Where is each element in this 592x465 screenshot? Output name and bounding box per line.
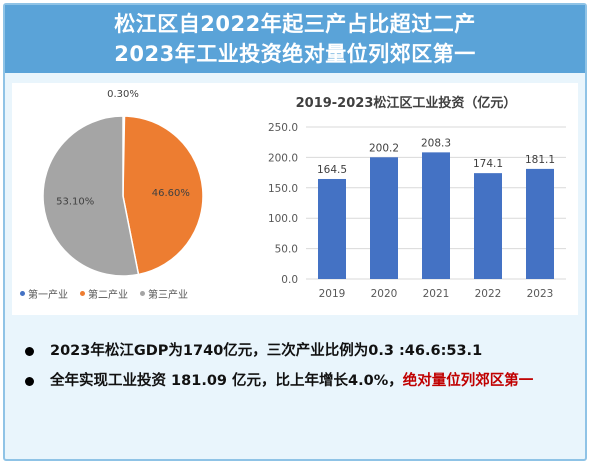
bar-value-label: 174.1 (473, 158, 503, 170)
bar-2019 (318, 178, 346, 279)
charts-panel: 0.30% 46.60% 53.10% 第一产业 第二产业 第三产业 2019-2023… (12, 83, 578, 315)
industry-share-pie-chart: 0.30% 46.60% 53.10% (42, 89, 204, 277)
y-tick-label: 200.0 (268, 152, 298, 164)
bullet-gdp: 2023年松江GDP为1740亿元，三次产业比例为0.3 :46.6:53.1 (19, 339, 575, 363)
bar-chart-title: 2019-2023松江区工业投资（亿元） (296, 95, 517, 111)
pie-legend: 第一产业 第二产业 第三产业 (20, 286, 188, 301)
legend-item: 第一产业 (20, 286, 68, 301)
bullet-dot-icon (25, 347, 34, 356)
bar-value-label: 164.5 (317, 164, 347, 176)
y-tick-label: 100.0 (268, 213, 298, 225)
pie-value-label: 0.30% (107, 89, 139, 100)
industrial-investment-bar-chart: 2019-2023松江区工业投资（亿元） 0.0 50.0 100.0 150.0 200… (268, 95, 566, 300)
x-tick-label: 2019 (319, 288, 346, 300)
legend-label: 第一产业 (28, 290, 68, 301)
x-tick-label: 2020 (371, 288, 398, 300)
bar-2020 (370, 157, 398, 279)
legend-label: 第二产业 (88, 290, 128, 301)
header-title-line2: 2023年工业投资绝对量位列郊区第一 (114, 42, 476, 66)
header-banner: 松江区自2022年起三产占比超过二产 2023年工业投资绝对量位列郊区第一 (5, 5, 585, 73)
y-tick-label: 50.0 (275, 244, 298, 256)
bullet-investment-body: 全年实现工业投资 181.09 亿元，比上年增长4.0%，绝对量位列郊区第一 (50, 369, 533, 393)
y-tick-label: 0.0 (281, 274, 298, 286)
legend-item: 第三产业 (140, 286, 188, 301)
pie-value-label: 53.10% (56, 197, 94, 208)
legend-swatch-icon (20, 291, 25, 296)
pie-slice-3 (42, 115, 140, 277)
legend-label: 第三产业 (148, 290, 188, 301)
y-tick-label: 250.0 (268, 122, 298, 134)
y-tick-label: 150.0 (268, 183, 298, 195)
bullet-investment-highlight: 绝对量位列郊区第一 (402, 373, 534, 389)
x-tick-label: 2022 (475, 288, 502, 300)
x-tick-label: 2023 (527, 288, 554, 300)
bullet-investment: 全年实现工业投资 181.09 亿元，比上年增长4.0%，绝对量位列郊区第一 (19, 369, 575, 393)
bar-2023 (526, 168, 554, 279)
legend-swatch-icon (80, 291, 85, 296)
header-title-line1: 松江区自2022年起三产占比超过二产 (114, 12, 476, 36)
bullet-investment-text: 全年实现工业投资 181.09 亿元，比上年增长4.0%， (50, 373, 403, 389)
x-tick-label: 2021 (423, 288, 450, 300)
key-points: 2023年松江GDP为1740亿元，三次产业比例为0.3 :46.6:53.1 … (19, 339, 575, 399)
bar-value-label: 200.2 (369, 142, 399, 154)
bar-value-label: 208.3 (421, 137, 451, 149)
pie-slice-2 (122, 115, 204, 276)
legend-swatch-icon (140, 291, 145, 296)
legend-item: 第二产业 (80, 286, 128, 301)
bar-2022 (474, 173, 502, 279)
bullet-gdp-text: 2023年松江GDP为1740亿元，三次产业比例为0.3 :46.6:53.1 (50, 343, 483, 359)
bar-value-label: 181.1 (525, 154, 555, 166)
infographic-frame: 松江区自2022年起三产占比超过二产 2023年工业投资绝对量位列郊区第一 0.… (3, 3, 587, 461)
pie-value-label: 46.60% (152, 188, 190, 199)
bar-2021 (422, 152, 450, 279)
bullet-dot-icon (25, 377, 34, 386)
